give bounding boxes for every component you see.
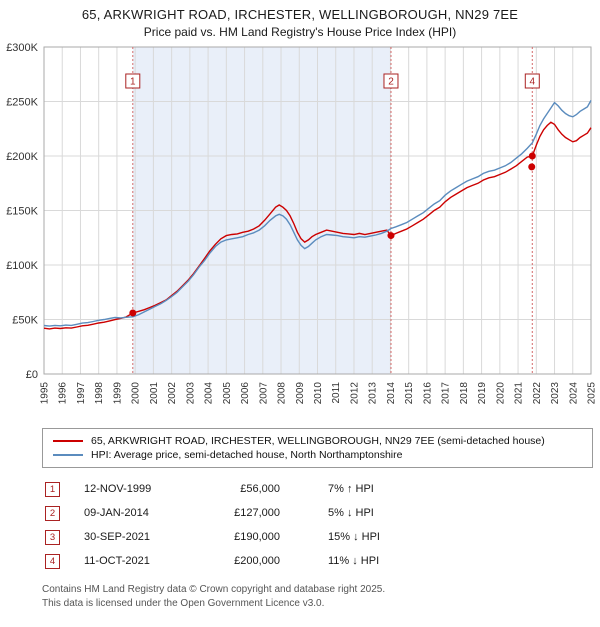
- svg-text:2025: 2025: [587, 382, 598, 405]
- svg-text:£200K: £200K: [6, 151, 38, 163]
- transaction-row: 1 12-NOV-1999 £56,000 7% ↑ HPI: [45, 477, 600, 501]
- svg-text:2017: 2017: [441, 382, 452, 405]
- transaction-price: £190,000: [234, 531, 280, 543]
- price-paid-line-swatch: [53, 440, 83, 442]
- svg-text:£0: £0: [26, 369, 38, 381]
- page-subtitle: Price paid vs. HM Land Registry's House …: [143, 25, 457, 39]
- svg-text:2001: 2001: [149, 382, 160, 405]
- svg-text:2005: 2005: [222, 382, 233, 405]
- svg-text:2003: 2003: [185, 382, 196, 405]
- svg-text:2021: 2021: [514, 382, 525, 405]
- chart-legend: 65, ARKWRIGHT ROAD, IRCHESTER, WELLINGBO…: [42, 428, 593, 468]
- legend-label-hpi: HPI: Average price, semi-detached house,…: [91, 449, 403, 461]
- svg-text:2000: 2000: [131, 382, 142, 405]
- svg-text:1998: 1998: [94, 382, 105, 405]
- transactions-table: 1 12-NOV-1999 £56,000 7% ↑ HPI 2 09-JAN-…: [45, 477, 600, 573]
- footer-line-1: Contains HM Land Registry data © Crown c…: [42, 584, 386, 595]
- transaction-row: 4 11-OCT-2021 £200,000 11% ↓ HPI: [45, 549, 600, 573]
- footer-line-2: This data is licensed under the Open Gov…: [42, 597, 325, 609]
- svg-text:1997: 1997: [76, 382, 87, 405]
- transaction-date: 12-NOV-1999: [84, 483, 152, 495]
- hpi-line-swatch: [53, 454, 83, 456]
- svg-text:4: 4: [530, 77, 536, 88]
- svg-text:2020: 2020: [495, 382, 506, 405]
- svg-text:2016: 2016: [422, 382, 433, 405]
- page-title: 65, ARKWRIGHT ROAD, IRCHESTER, WELLINGBO…: [81, 7, 519, 22]
- transaction-number-badge: 2: [45, 505, 60, 521]
- transaction-date: 30-SEP-2021: [84, 531, 151, 543]
- price-history-chart: £0 £50K £100K £150K £200K £250K £300K 1 2 4 1995 19…: [6, 42, 598, 405]
- svg-text:1999: 1999: [112, 382, 123, 405]
- svg-text:2009: 2009: [295, 382, 306, 405]
- transaction-number-badge: 3: [45, 529, 60, 545]
- svg-text:2006: 2006: [240, 382, 251, 405]
- legend-label-price-paid: 65, ARKWRIGHT ROAD, IRCHESTER, WELLINGBO…: [91, 435, 545, 447]
- svg-text:2010: 2010: [313, 382, 324, 405]
- svg-text:2022: 2022: [532, 382, 543, 405]
- transaction-hpi-delta: 11% ↓ HPI: [328, 555, 380, 567]
- transaction-hpi-delta: 15% ↓ HPI: [328, 531, 380, 543]
- svg-text:1996: 1996: [58, 382, 69, 405]
- transaction-price: £56,000: [240, 483, 280, 495]
- svg-text:2023: 2023: [550, 382, 561, 405]
- svg-text:2008: 2008: [277, 382, 288, 405]
- svg-text:2014: 2014: [386, 382, 397, 405]
- transaction-price: £127,000: [234, 507, 280, 519]
- svg-text:2012: 2012: [349, 382, 360, 405]
- svg-text:1: 1: [130, 77, 136, 88]
- legend-item-hpi: HPI: Average price, semi-detached house,…: [51, 449, 584, 461]
- transaction-number-badge: 1: [45, 481, 60, 497]
- transaction-date: 09-JAN-2014: [84, 507, 149, 519]
- transaction-price: £200,000: [234, 555, 280, 567]
- copyright-footer: Contains HM Land Registry data © Crown c…: [42, 583, 600, 610]
- svg-text:£300K: £300K: [6, 42, 38, 54]
- legend-item-price-paid: 65, ARKWRIGHT ROAD, IRCHESTER, WELLINGBO…: [51, 435, 584, 447]
- svg-text:2007: 2007: [258, 382, 269, 405]
- svg-text:2002: 2002: [167, 382, 178, 405]
- svg-text:2013: 2013: [368, 382, 379, 405]
- transaction-row: 2 09-JAN-2014 £127,000 5% ↓ HPI: [45, 501, 600, 525]
- svg-text:£250K: £250K: [6, 97, 38, 109]
- svg-text:£150K: £150K: [6, 206, 38, 218]
- transaction-date: 11-OCT-2021: [84, 555, 150, 567]
- transaction-row: 3 30-SEP-2021 £190,000 15% ↓ HPI: [45, 525, 600, 549]
- svg-text:2004: 2004: [204, 382, 215, 405]
- svg-text:2015: 2015: [404, 382, 415, 405]
- svg-text:£50K: £50K: [12, 315, 38, 327]
- svg-text:2019: 2019: [477, 382, 488, 405]
- svg-text:2024: 2024: [568, 382, 579, 405]
- transaction-number-badge: 4: [45, 553, 60, 569]
- transaction-hpi-delta: 5% ↓ HPI: [328, 507, 374, 519]
- svg-text:2011: 2011: [331, 382, 342, 404]
- svg-text:2018: 2018: [459, 382, 470, 405]
- svg-text:2: 2: [388, 77, 394, 88]
- svg-text:1995: 1995: [40, 382, 51, 405]
- svg-text:£100K: £100K: [6, 260, 38, 272]
- transaction-hpi-delta: 7% ↑ HPI: [328, 483, 374, 495]
